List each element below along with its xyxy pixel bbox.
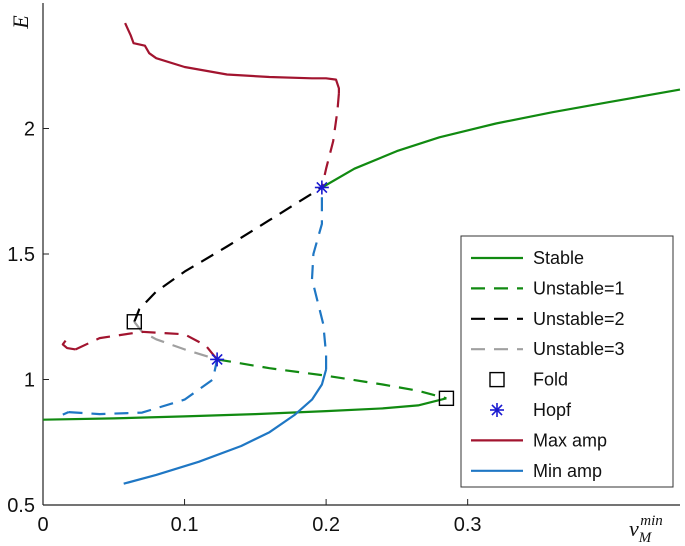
y-axis-label: E	[8, 15, 33, 30]
legend-item-hopf: Hopf	[490, 400, 572, 420]
x-tick-label: 0.2	[312, 514, 340, 536]
legend-item-unstable-1: Unstable=1	[471, 278, 625, 298]
legend-label: Hopf	[533, 400, 572, 420]
legend-box	[460, 235, 674, 488]
series-max-amp-segment-0	[124, 22, 340, 94]
series-max-amp-segment-2	[61, 339, 76, 351]
series-unstable-3-segment-0	[133, 321, 218, 361]
legend-label: Unstable=3	[533, 339, 625, 359]
y-tick-label: 1.5	[7, 244, 35, 266]
legend-swatch	[490, 403, 504, 417]
series-min-amp-segment-3	[68, 359, 219, 416]
series-max-amp-segment-3	[75, 330, 218, 361]
legend-swatch	[489, 371, 505, 388]
legend-label: Fold	[533, 370, 568, 390]
x-axis-label-superscript: min	[640, 513, 663, 529]
legend-item-fold: Fold	[489, 370, 568, 390]
x-tick-label: 0.3	[454, 514, 482, 536]
legend-item-stable: Stable	[471, 248, 584, 268]
series-stable-segment-0	[42, 397, 447, 421]
legend-item-min-amp: Min amp	[471, 461, 602, 481]
legend: Stable Unstable=1 Unstable=2 Unstable=3 Fold…	[460, 235, 674, 488]
legend-label: Min amp	[533, 461, 602, 481]
x-axis-label: vMmin	[629, 513, 663, 546]
legend-label: Stable	[533, 248, 584, 268]
legend-label: Unstable=2	[533, 309, 625, 329]
x-axis-label-main: v	[629, 516, 639, 541]
hopf-marker	[314, 180, 329, 195]
y-tick-label: 1	[24, 370, 35, 392]
series-unstable-2-segment-0	[133, 186, 323, 323]
x-tick-label: 0.1	[171, 514, 199, 536]
hopf-marker	[210, 352, 225, 367]
x-axis-label-subscript: M	[638, 530, 653, 546]
series-min-amp-segment-1	[310, 187, 328, 370]
y-tick-label: 2	[24, 119, 35, 141]
legend-item-unstable-2: Unstable=2	[471, 309, 625, 329]
fold-marker	[438, 390, 455, 407]
series-unstable-1-segment-0	[216, 358, 447, 400]
fold-marker	[126, 314, 143, 330]
series-min-amp-segment-0	[123, 369, 328, 485]
series-min-amp-segment-2	[62, 411, 69, 416]
series-max-amp-segment-1	[320, 93, 340, 188]
x-tick-label: 0	[37, 514, 48, 536]
legend-label: Max amp	[533, 430, 607, 450]
legend-label: Unstable=1	[533, 278, 625, 298]
ticks: 0 0.1 0.2 0.3 0.5 1 1.5 2	[7, 119, 481, 537]
markers	[126, 180, 455, 407]
y-tick-label: 0.5	[7, 495, 35, 517]
legend-item-unstable-3: Unstable=3	[471, 339, 625, 359]
legend-item-max-amp: Max amp	[471, 430, 607, 450]
series-stable-segment-1	[321, 88, 681, 189]
